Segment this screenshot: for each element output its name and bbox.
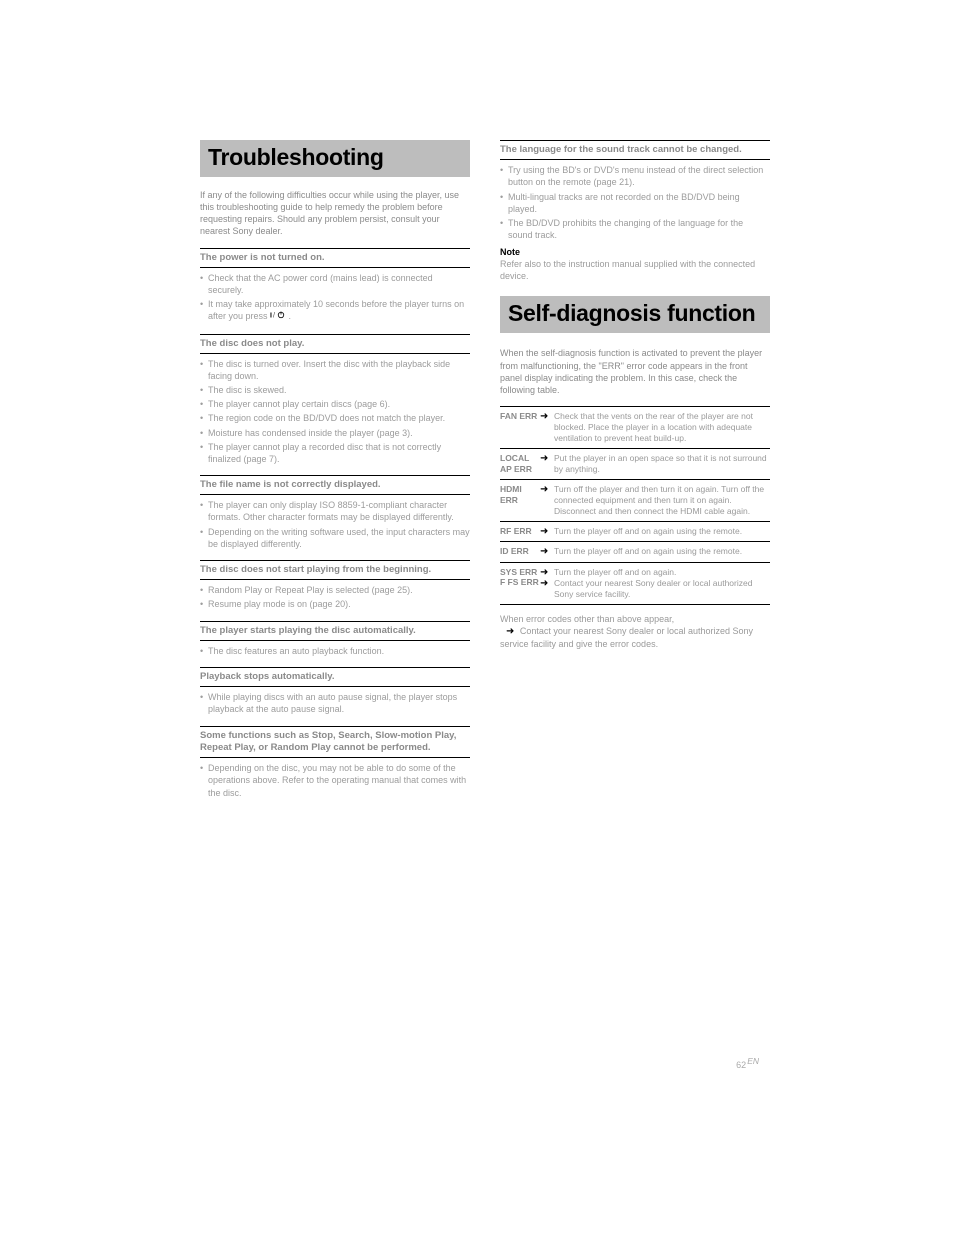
problem-block: The disc does not play. •The disc is tur…	[200, 334, 470, 465]
error-code: HDMI ERR	[500, 484, 540, 517]
note-label: Note	[500, 247, 770, 257]
arrow-icon: ➜	[506, 626, 514, 637]
table-row: HDMI ERR ➜ Turn off the player and then …	[500, 479, 770, 521]
after-text: When error codes other than above appear…	[500, 613, 770, 651]
remedy-text: Turn the player off and on again.	[554, 567, 770, 578]
note-body: Refer also to the instruction manual sup…	[500, 258, 770, 282]
self-diagnosis-heading: Self-diagnosis function	[500, 296, 770, 333]
problem-title: The power is not turned on.	[200, 252, 470, 268]
right-column: The language for the sound track cannot …	[500, 140, 770, 799]
problem-text: It may take approximately 10 seconds bef…	[208, 298, 470, 323]
error-code: RF ERR	[500, 526, 540, 537]
problem-title: The player starts playing the disc autom…	[200, 625, 470, 641]
page-number: 62EN	[736, 1056, 759, 1070]
error-code: FAN ERR	[500, 411, 540, 444]
error-code: LOCAL AP ERR	[500, 453, 540, 475]
problem-title: Playback stops automatically.	[200, 671, 470, 687]
problem-block: The language for the sound track cannot …	[500, 140, 770, 241]
problem-title: The language for the sound track cannot …	[500, 144, 770, 160]
remedy-text: Turn off the player and then turn it on …	[554, 484, 770, 517]
problem-block: The player starts playing the disc autom…	[200, 621, 470, 657]
problem-title: The disc does not start playing from the…	[200, 564, 470, 580]
table-row: ID ERR ➜ Turn the player off and on agai…	[500, 541, 770, 561]
problem-block: The disc does not start playing from the…	[200, 560, 470, 611]
inline-text: Contact your nearest Sony dealer or loca…	[500, 626, 753, 650]
problem-block: The power is not turned on. • Check that…	[200, 248, 470, 324]
problem-title: The file name is not correctly displayed…	[200, 479, 470, 495]
svg-text:I: I	[270, 313, 272, 320]
svg-text:/: /	[273, 313, 275, 320]
table-row: LOCAL AP ERR ➜ Put the player in an open…	[500, 448, 770, 479]
inline-text: .	[289, 311, 292, 321]
troubleshooting-intro: If any of the following difficulties occ…	[200, 189, 470, 238]
remedy-text: Turn the player off and on again using t…	[554, 546, 770, 557]
arrow-icon: ➜	[540, 453, 554, 475]
arrow-icon: ➜	[540, 526, 554, 537]
troubleshooting-heading: Troubleshooting	[200, 140, 470, 177]
table-row: SYS ERR F FS ERR ➜ Turn the player off a…	[500, 562, 770, 605]
arrow-icon: ➜	[540, 411, 554, 444]
problem-text: Check that the AC power cord (mains lead…	[208, 272, 470, 296]
arrow-icon: ➜	[540, 578, 554, 600]
remedy-text: Contact your nearest Sony dealer or loca…	[554, 578, 770, 600]
arrow-icon: ➜	[540, 567, 554, 578]
remedy-text: Put the player in an open space so that …	[554, 453, 770, 475]
problem-title: Some functions such as Stop, Search, Slo…	[200, 730, 470, 759]
arrow-icon: ➜	[540, 484, 554, 517]
left-column: Troubleshooting If any of the following …	[200, 140, 470, 799]
self-diagnosis-intro: When the self-diagnosis function is acti…	[500, 347, 770, 396]
remedy-text: Turn the player off and on again using t…	[554, 526, 770, 537]
table-row: RF ERR ➜ Turn the player off and on agai…	[500, 521, 770, 541]
problem-title: The disc does not play.	[200, 338, 470, 354]
error-code: ID ERR	[500, 546, 540, 557]
arrow-icon: ➜	[540, 546, 554, 557]
diagnosis-table: FAN ERR ➜ Check that the vents on the re…	[500, 406, 770, 605]
problem-block: The file name is not correctly displayed…	[200, 475, 470, 550]
bullet-dot: •	[200, 298, 208, 323]
bullet-dot: •	[200, 272, 208, 296]
problem-block: Playback stops automatically. •While pla…	[200, 667, 470, 716]
power-icon: I /	[270, 310, 286, 323]
remedy-text: Check that the vents on the rear of the …	[554, 411, 770, 444]
inline-text: It may take approximately 10 seconds bef…	[208, 299, 464, 321]
error-code: SYS ERR F FS ERR	[500, 567, 540, 600]
problem-block: Some functions such as Stop, Search, Slo…	[200, 726, 470, 799]
table-row: FAN ERR ➜ Check that the vents on the re…	[500, 406, 770, 448]
inline-text: When error codes other than above appear…	[500, 614, 674, 624]
